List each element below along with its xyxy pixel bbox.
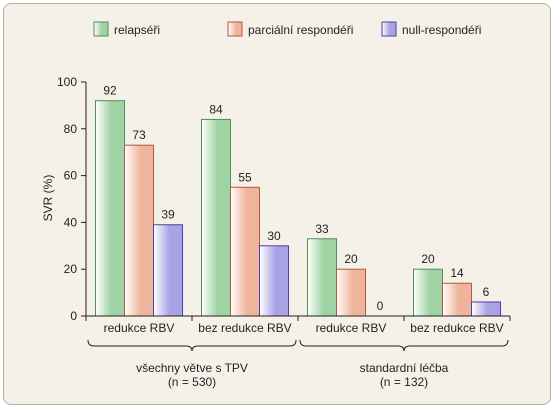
bar [201,118,231,317]
group-sample-size: (n = 132) [380,375,428,389]
bar [230,186,260,317]
legend-label: relapséři [114,23,160,37]
legend-label: parciální respondéři [248,23,353,37]
x-category-label: bez redukce RBV [198,321,291,335]
bar-value-label: 39 [161,208,175,222]
bar [413,268,443,317]
x-category-label: bez redukce RBV [410,321,503,335]
legend-swatch [93,21,109,37]
bar [307,238,337,317]
legend-label: null-respondéři [402,23,481,37]
group-sample-size: (n = 530) [168,375,216,389]
chart-frame [3,3,551,405]
bars: 92 73 39 84 55 30 33 20 0 20 14 6 [95,84,501,317]
y-tick-label: 100 [57,75,77,89]
bar [442,282,472,317]
bar [95,100,125,317]
bar [471,301,501,317]
bar [124,144,154,317]
x-axis: redukce RBV bez redukce RBV redukce RBV bez… [85,315,511,389]
x-category-label: redukce RBV [104,321,175,335]
y-tick-label: 80 [64,122,78,136]
group-label: standardní léčba [360,361,449,375]
bar-value-label: 20 [421,252,435,266]
legend: relapséři parciální respondéři null-respon… [93,21,481,37]
bar-value-label: 92 [103,84,117,98]
bar [336,268,366,317]
y-tick-label: 40 [64,215,78,229]
y-axis: 0 20 40 60 80 100 [57,75,87,323]
bar-value-label: 84 [209,102,223,116]
bar-value-label: 0 [377,299,384,313]
bar-value-label: 55 [238,170,252,184]
bar-value-label: 30 [267,229,281,243]
bar-value-label: 33 [315,222,329,236]
y-tick-label: 60 [64,169,78,183]
bar-value-label: 14 [450,266,464,280]
group-brace [87,339,297,352]
bar-value-label: 73 [132,128,146,142]
bar [153,224,183,317]
bar-value-label: 6 [483,285,490,299]
y-tick-label: 20 [64,262,78,276]
y-axis-label: SVR (%) [41,175,55,222]
legend-swatch [227,21,243,37]
group-brace [299,339,509,352]
x-category-label: redukce RBV [316,321,387,335]
group-label: všechny větve s TPV [136,361,248,375]
legend-swatch [381,21,397,37]
y-tick-label: 0 [70,309,77,323]
bar [259,245,289,317]
bar-value-label: 20 [344,252,358,266]
